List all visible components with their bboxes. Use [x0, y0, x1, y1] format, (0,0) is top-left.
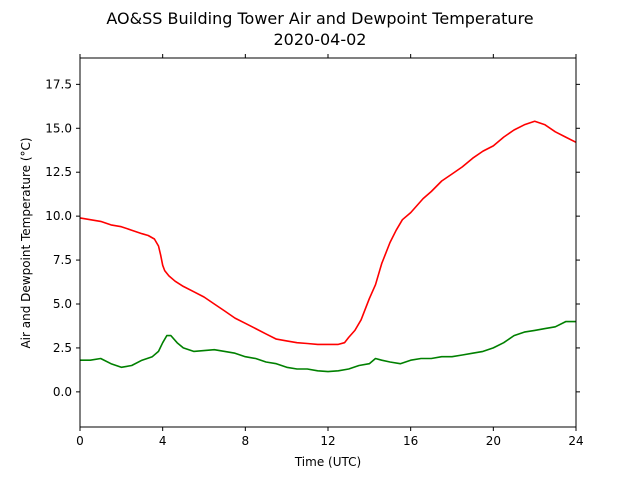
y-tick-label: 12.5 [45, 165, 72, 179]
series-group [79, 120, 577, 373]
series-line-2 [80, 320, 576, 373]
x-tick-label: 20 [486, 434, 501, 448]
x-tick-label: 12 [320, 434, 335, 448]
chart-subtitle: 2020-04-02 [274, 30, 367, 49]
x-tick-label: 24 [568, 434, 583, 448]
plot-frame [79, 57, 577, 428]
series-line-1 [79, 120, 577, 346]
y-axis-label: Air and Dewpoint Temperature (°C) [19, 137, 33, 348]
y-tick-label: 10.0 [45, 209, 72, 223]
x-axis-ticks: 0 4 8 12 16 20 24 [76, 54, 584, 448]
x-tick-label: 8 [242, 434, 250, 448]
y-tick-label: 15.0 [45, 121, 72, 135]
y-tick-label: 2.5 [53, 341, 72, 355]
y-tick-label: 5.0 [53, 297, 72, 311]
y-tick-label: 0.0 [53, 385, 72, 399]
x-tick-label: 0 [76, 434, 84, 448]
x-axis-label: Time (UTC) [294, 455, 361, 469]
x-tick-label: 16 [403, 434, 418, 448]
y-tick-label: 7.5 [53, 253, 72, 267]
chart-title: AO&SS Building Tower Air and Dewpoint Te… [106, 9, 533, 28]
y-axis-ticks: 0.0 2.5 5.0 7.5 10.0 12.5 15.0 17.5 [45, 77, 580, 399]
y-tick-label: 17.5 [45, 77, 72, 91]
x-tick-label: 4 [159, 434, 167, 448]
